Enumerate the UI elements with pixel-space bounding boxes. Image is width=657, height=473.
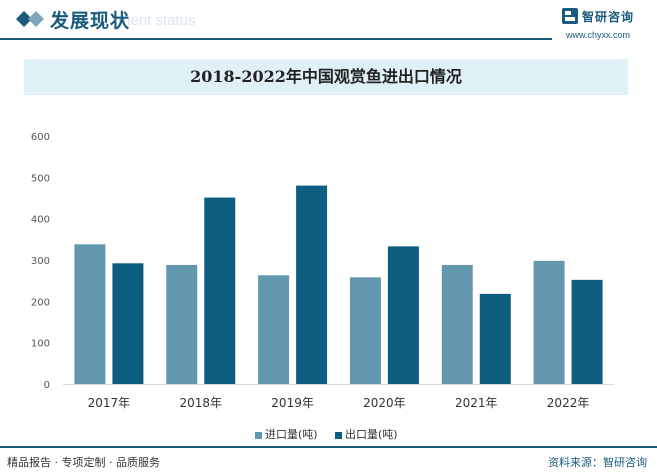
bar-import <box>533 260 565 384</box>
header-subtitle: ment status <box>118 12 196 29</box>
header-title: 发展现状 <box>50 10 131 32</box>
y-tick-label: 500 <box>31 173 50 184</box>
legend-swatch-import <box>255 431 262 439</box>
y-tick-label: 0 <box>44 380 50 391</box>
footer: 精品报告 · 专项定制 · 品质服务 资料来源：智研咨询 <box>0 446 657 473</box>
bar-import <box>74 244 106 384</box>
legend-label-export: 出口量(吨) <box>345 428 398 441</box>
legend-swatch-export <box>335 431 342 439</box>
double-diamond-icon <box>16 11 44 27</box>
x-tick-label: 2018年 <box>179 396 222 410</box>
footer-divider <box>0 446 657 448</box>
bar-export <box>571 279 603 384</box>
footer-source: 资料来源：智研咨询 <box>548 456 647 469</box>
x-tick-label: 2022年 <box>547 396 590 410</box>
y-tick-label: 100 <box>31 339 50 350</box>
bar-export <box>204 197 236 384</box>
footer-tagline: 精品报告 · 专项定制 · 品质服务 <box>7 456 160 469</box>
brand-logo: 智研咨询 www.chyxx.com <box>560 6 650 40</box>
bar-export <box>387 246 419 384</box>
legend-item-import: 进口量(吨) <box>255 426 318 442</box>
bar-import <box>349 277 381 384</box>
x-tick-label: 2019年 <box>271 396 314 410</box>
legend-item-export: 出口量(吨) <box>335 426 398 442</box>
bar-export <box>479 293 511 384</box>
x-tick-label: 2017年 <box>88 396 131 410</box>
y-tick-label: 200 <box>31 297 50 308</box>
y-tick-label: 600 <box>31 132 50 143</box>
header: ment status 发展现状 智研咨询 www.chyxx.com <box>0 0 657 40</box>
bar-import <box>441 264 473 384</box>
bar-export <box>296 185 328 384</box>
bar-chart: 0 100 200 300 400 500 600 2017年 2018年 2019年 2020年 2… <box>31 132 614 410</box>
x-tick-label: 2020年 <box>363 396 406 410</box>
brand-url: www.chyxx.com <box>566 30 631 40</box>
chart-title-band: 2018-2022年中国观赏鱼进出口情况 <box>24 59 628 95</box>
brand-name: 智研咨询 <box>582 10 635 24</box>
x-tick-label: 2021年 <box>455 396 498 410</box>
y-tick-label: 400 <box>31 215 50 226</box>
chart-title: 2018-2022年中国观赏鱼进出口情况 <box>190 67 462 86</box>
header-divider <box>0 38 552 40</box>
bar-export <box>112 263 144 384</box>
brand-logo-icon <box>562 8 578 24</box>
y-tick-label: 300 <box>31 256 50 267</box>
legend-label-import: 进口量(吨) <box>265 428 318 441</box>
bar-import <box>166 264 198 384</box>
bar-import <box>258 275 290 384</box>
